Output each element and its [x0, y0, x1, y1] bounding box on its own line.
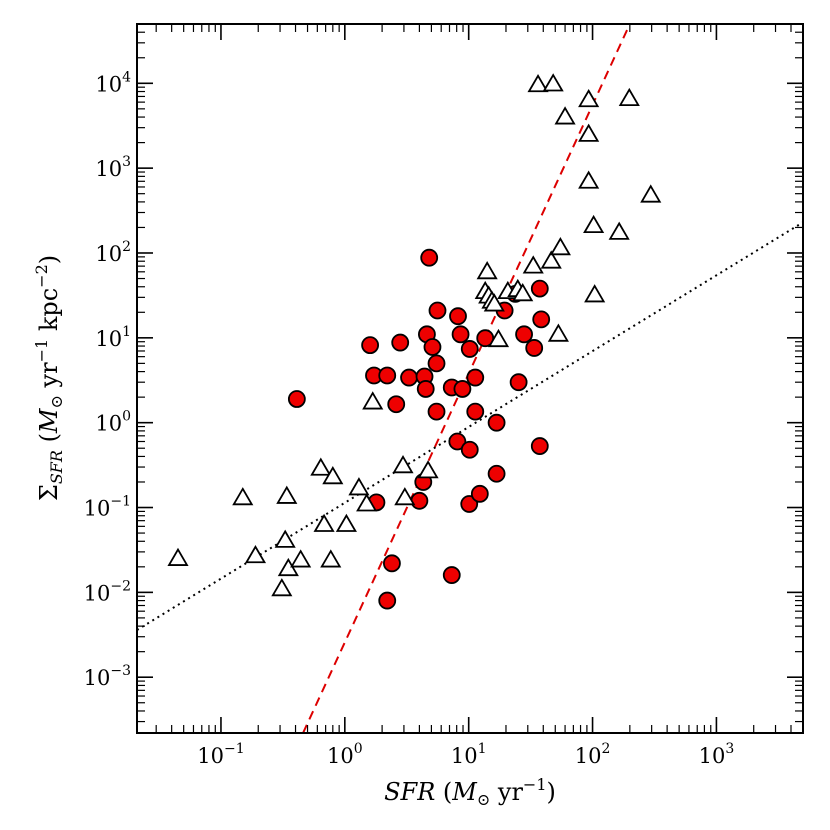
triangle-point [313, 513, 335, 532]
circle-point [525, 339, 544, 357]
triangle-point [487, 328, 510, 348]
triangle-point [244, 544, 267, 564]
circle-point [466, 402, 485, 421]
circle-point [427, 402, 446, 421]
circle-point [416, 380, 435, 398]
circle-point [378, 591, 397, 610]
triangle-point [276, 485, 298, 504]
circle-point [423, 338, 442, 356]
x-tick-label: 10−1 [197, 741, 244, 768]
circle-point [466, 368, 485, 387]
y-tick-label: 100 [95, 409, 131, 436]
circle-point [487, 413, 506, 432]
circle-point [378, 366, 397, 385]
dotted-fit-line [137, 221, 803, 631]
circle-point [530, 279, 549, 298]
triangle-point [394, 487, 416, 506]
y-tick-label: 10−1 [84, 494, 131, 521]
triangle-point [547, 323, 569, 342]
circle-point [532, 310, 551, 329]
circle-point [361, 336, 380, 355]
y-tick-label: 102 [95, 239, 131, 266]
y-tick-label: 101 [95, 324, 131, 351]
triangle-point [290, 549, 312, 568]
triangle-point [476, 261, 498, 280]
circle-point [448, 432, 467, 451]
triangle-point [348, 477, 370, 496]
circle-point [460, 340, 479, 358]
triangle-point [417, 460, 439, 479]
y-tick-label: 103 [95, 154, 131, 181]
y-tick-label: 104 [95, 69, 131, 96]
triangle-point [522, 255, 544, 274]
triangle-point [584, 284, 606, 303]
circle-point [428, 301, 447, 320]
plot-frame [136, 23, 804, 734]
circle-point [470, 484, 489, 503]
circle-point [451, 325, 470, 344]
circle-point [487, 464, 506, 483]
triangle-point [578, 170, 600, 189]
triangle-point [310, 457, 332, 476]
circle-point [460, 495, 479, 513]
circle-point [449, 307, 467, 326]
circle-point [400, 368, 418, 387]
x-axis-label: SFR (M⊙ yr−1) [384, 775, 556, 809]
triangle-point [640, 184, 662, 203]
circle-point [420, 248, 439, 267]
circle-point [287, 390, 306, 408]
triangle-point [583, 214, 605, 234]
triangle-point [322, 466, 344, 485]
triangle-point [274, 529, 296, 548]
triangle-point [392, 455, 414, 474]
circle-point [387, 395, 406, 414]
triangle-point [232, 487, 254, 506]
triangle-point [271, 578, 293, 597]
x-tick-label: 101 [451, 741, 487, 768]
circle-point [383, 554, 401, 573]
triangle-point [618, 87, 640, 106]
circle-point [453, 380, 472, 398]
triangle-point [335, 513, 357, 532]
triangle-point [578, 123, 600, 142]
x-tick-label: 102 [575, 741, 611, 768]
triangle-point [356, 493, 378, 512]
triangle-point [554, 106, 576, 125]
circle-point [515, 325, 533, 344]
triangle-point [362, 391, 384, 410]
circle-point [427, 354, 446, 373]
circle-point [391, 333, 410, 352]
triangle-point [608, 221, 630, 240]
triangle-point [527, 74, 549, 93]
circle-point [509, 373, 528, 392]
circle-point [410, 491, 429, 510]
y-tick-label: 10−3 [84, 663, 131, 690]
x-tick-label: 100 [327, 741, 363, 768]
circle-point [460, 440, 479, 459]
triangle-point [549, 237, 571, 256]
circle-point [442, 566, 461, 584]
triangle-point [320, 549, 342, 568]
triangle-point [542, 73, 564, 92]
triangle-point [483, 293, 505, 312]
triangle-point [512, 283, 534, 302]
triangle-point [540, 250, 562, 269]
x-tick-label: 103 [699, 741, 735, 768]
triangle-point [578, 88, 600, 108]
y-axis-label: ΣSFR (M⊙ yr−1 kpc−2) [32, 255, 66, 501]
y-tick-label: 10−2 [84, 578, 131, 605]
circle-point [530, 437, 549, 455]
triangle-point [167, 547, 189, 566]
